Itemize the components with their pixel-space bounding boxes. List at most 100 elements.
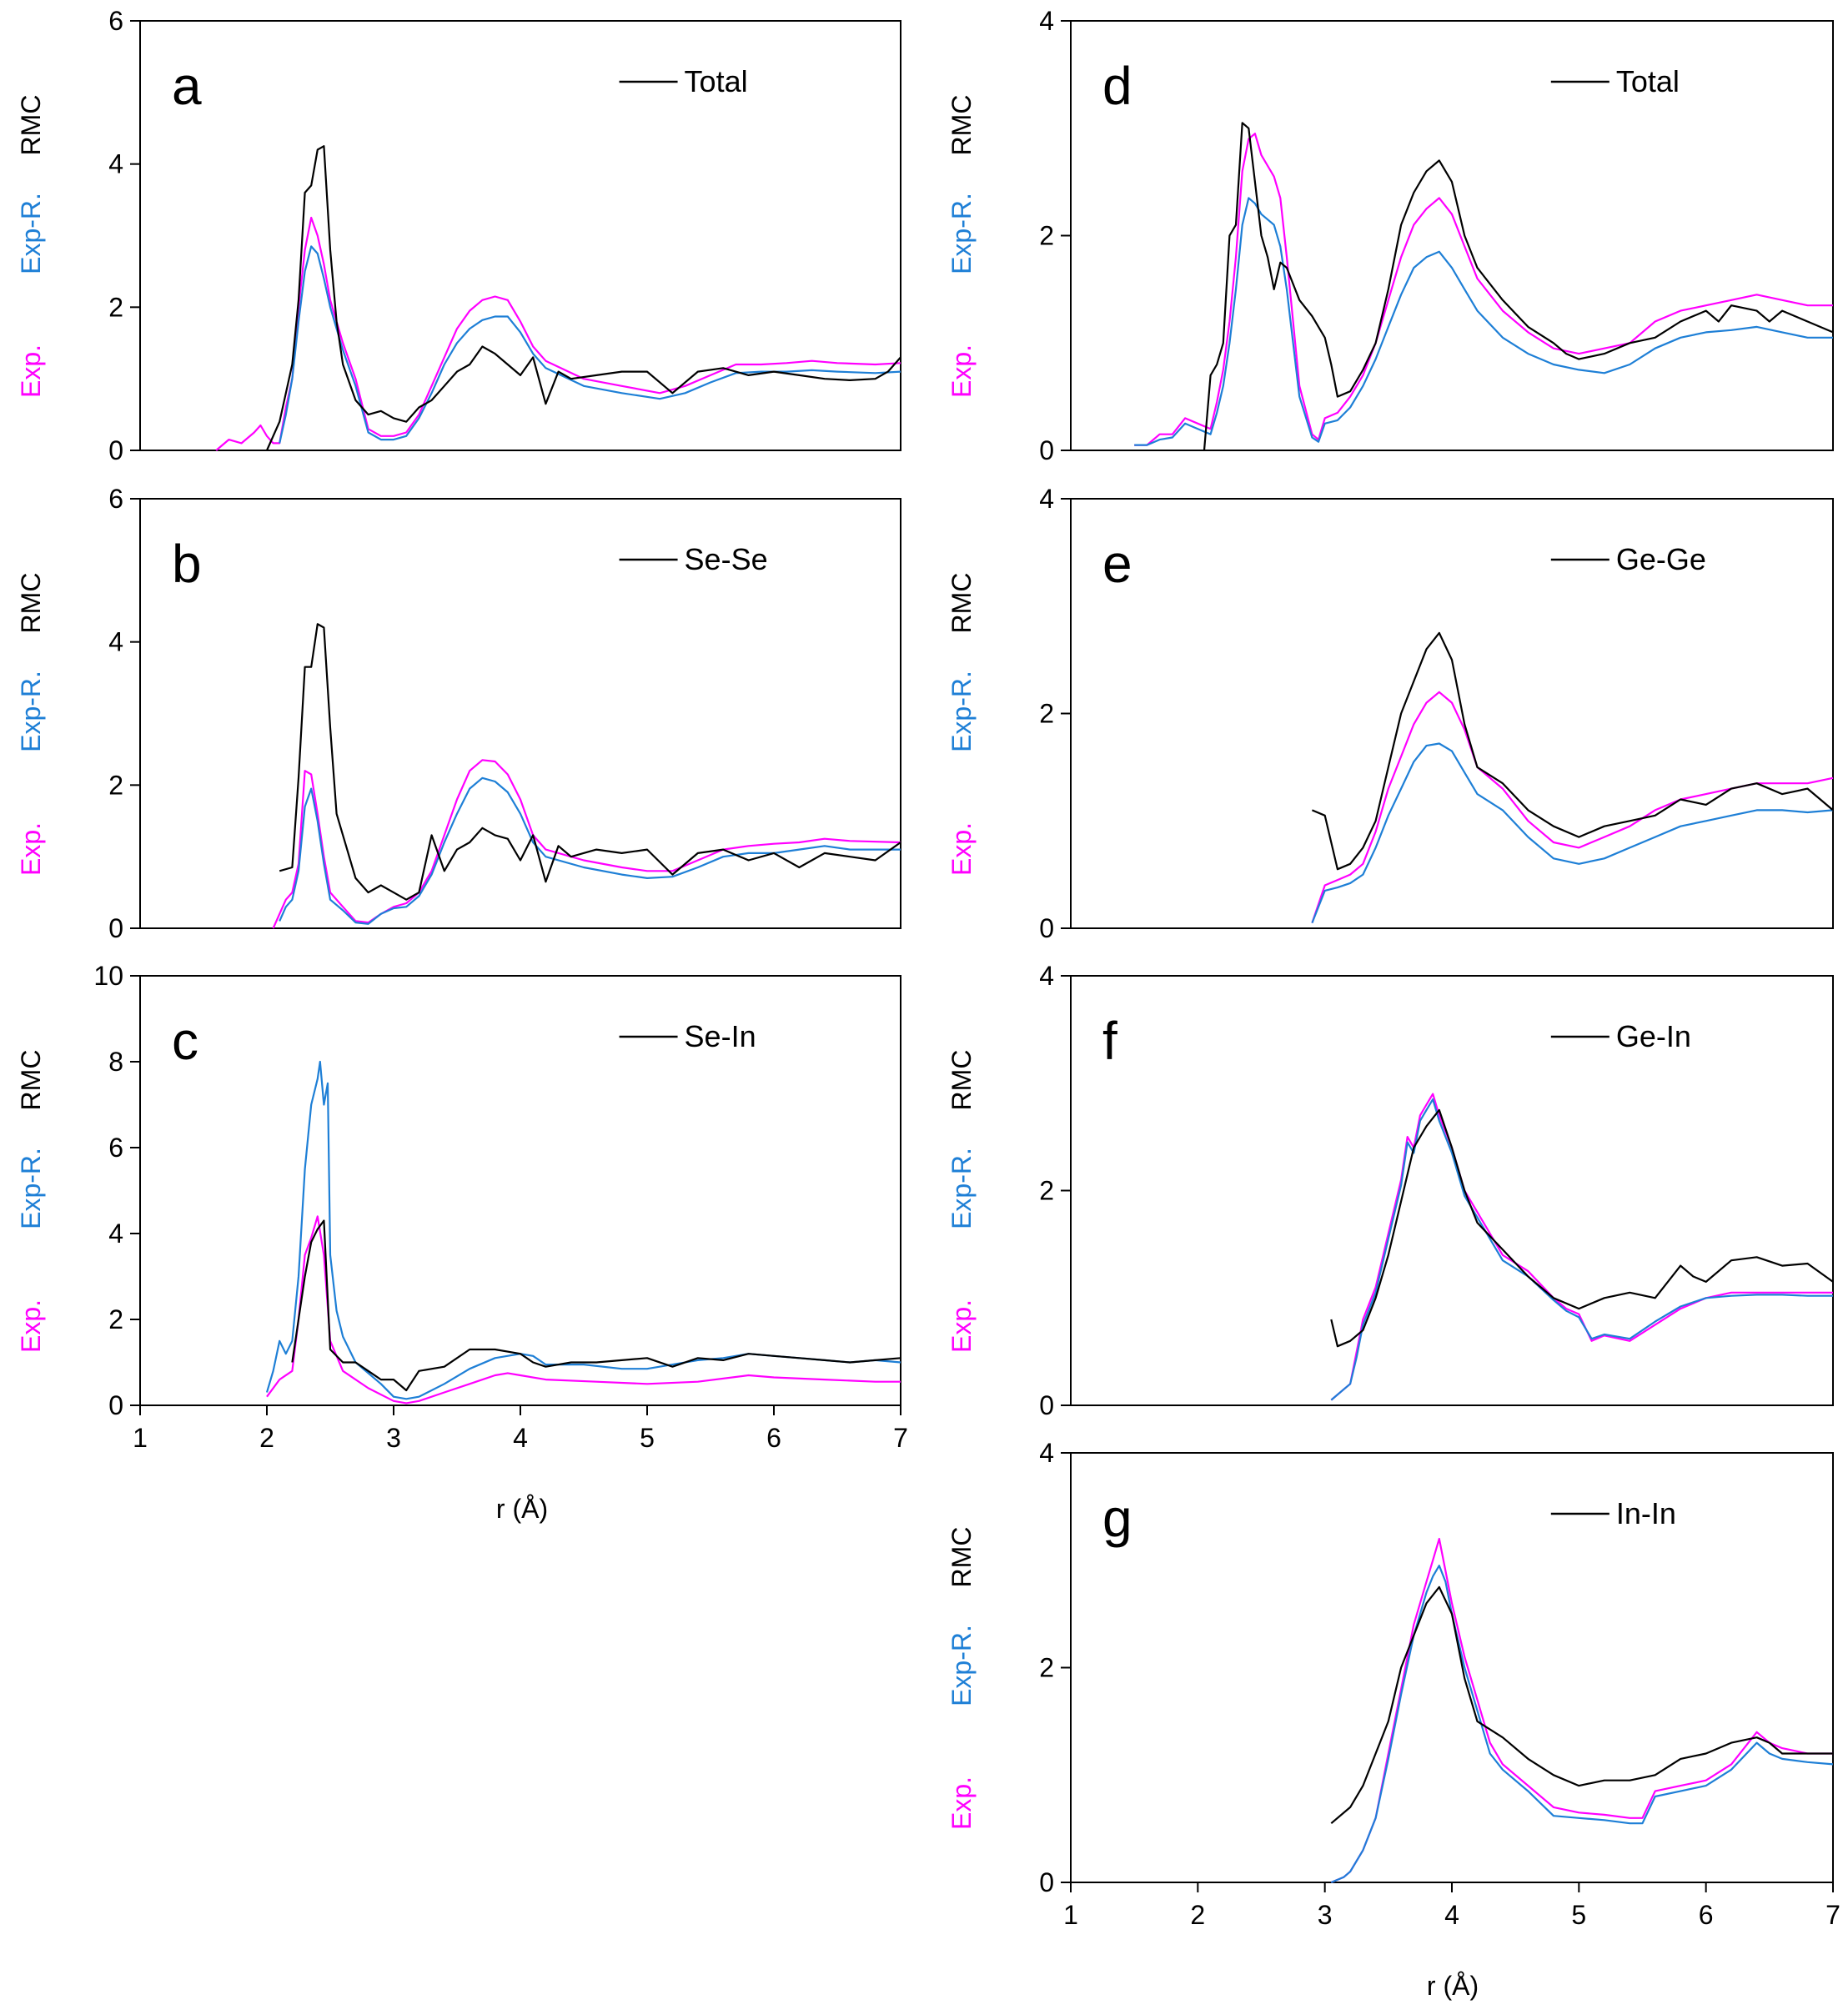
y-axis-label-exp-r: Exp-R. (947, 193, 977, 274)
series-line-exp-e (1311, 691, 1834, 923)
series-line-exp-a (215, 216, 901, 451)
y-axis-label-exp-r: Exp-R. (947, 671, 977, 752)
x-tick-label: 3 (1318, 1900, 1333, 1930)
y-axis-label-rmc: RMC (16, 573, 46, 634)
y-tick-label: 2 (108, 292, 123, 322)
x-tick-label: 7 (1825, 1900, 1840, 1930)
y-tick-label: 0 (108, 1390, 123, 1420)
y-axis-label-exp-r: Exp-R. (947, 1148, 977, 1229)
panel-letter: a (172, 56, 202, 116)
y-tick-label: 4 (1039, 484, 1054, 514)
panel-letter: g (1102, 1488, 1132, 1548)
series-line-exp-g (1330, 1537, 1833, 1884)
series-line-rmc-f (1330, 1108, 1834, 1348)
x-tick-label: 2 (259, 1423, 274, 1453)
y-axis-label-exp: Exp. (947, 1299, 977, 1353)
series-line-rmc-c (291, 1219, 901, 1392)
series-line-exp_r-d (1134, 197, 1833, 446)
legend-label: In-In (1616, 1496, 1676, 1530)
series-line-exp_r-b (279, 776, 901, 925)
y-axis-label-rmc: RMC (947, 95, 977, 156)
y-tick-label: 6 (108, 6, 123, 36)
panel-letter: b (172, 534, 202, 594)
y-tick-label: 0 (108, 913, 123, 943)
panel-e: 0 2 4 e Ge-Ge RMC Exp-R. Exp. (947, 484, 1834, 943)
y-axis-label-exp: Exp. (947, 344, 977, 398)
panel-letter: e (1102, 534, 1132, 594)
y-axis-label-rmc: RMC (16, 95, 46, 156)
y-axis-label-exp-r: Exp-R. (16, 1148, 46, 1229)
plot-frame-d (1070, 20, 1834, 451)
y-tick-label: 2 (108, 1304, 123, 1334)
y-axis-label-exp-r: Exp-R. (16, 193, 46, 274)
y-axis-label-exp: Exp. (947, 822, 977, 876)
series-line-exp_r-g (1330, 1565, 1834, 1884)
y-axis-label-rmc: RMC (947, 1050, 977, 1111)
x-tick-label: 4 (1444, 1900, 1459, 1930)
legend-label: Ge-Ge (1616, 542, 1706, 576)
series-line-rmc-b (279, 623, 901, 901)
x-tick-label: 6 (766, 1423, 781, 1453)
y-axis-label-exp-r: Exp-R. (16, 671, 46, 752)
panel-d: 0 2 4 d Total RMC Exp-R. Exp. (947, 6, 1834, 465)
y-axis-label-exp-r: Exp-R. (947, 1625, 977, 1706)
series-line-exp-b (272, 759, 901, 929)
plot-frame-b (139, 498, 901, 929)
plot-frame-c (139, 975, 901, 1406)
series-line-exp_r-f (1330, 1098, 1833, 1401)
series-line-exp-c (266, 1215, 901, 1404)
series-line-exp-d (1134, 133, 1833, 446)
plot-frame-a (139, 20, 901, 451)
y-tick-label: 4 (108, 1219, 123, 1249)
y-tick-label: 4 (108, 149, 123, 179)
y-axis-label-rmc: RMC (16, 1050, 46, 1111)
y-tick-label: 0 (1039, 435, 1054, 465)
y-axis-label-exp: Exp. (947, 1776, 977, 1830)
panel-letter: d (1102, 56, 1132, 116)
y-axis-label-rmc: RMC (947, 1527, 977, 1588)
y-tick-label: 10 (93, 961, 123, 991)
series-line-rmc-e (1311, 631, 1834, 871)
series-line-exp_r-e (1311, 742, 1834, 924)
y-tick-label: 2 (1039, 699, 1054, 729)
y-tick-label: 6 (108, 1133, 123, 1163)
plot-frame-g (1070, 1452, 1834, 1883)
y-tick-label: 4 (1039, 6, 1054, 36)
legend-label: Se-In (685, 1019, 756, 1053)
x-axis-label-right: r (Å) (1427, 1971, 1479, 2001)
plot-frame-e (1070, 498, 1834, 929)
x-tick-label: 5 (640, 1423, 655, 1453)
y-axis-label-rmc: RMC (947, 573, 977, 634)
x-tick-label: 7 (893, 1423, 908, 1453)
panel-f: 0 2 4 f Ge-In RMC Exp-R. Exp. (947, 961, 1834, 1420)
series-line-exp_r-c (265, 1060, 901, 1400)
series-line-exp-f (1330, 1093, 1833, 1401)
x-tick-label: 6 (1699, 1900, 1714, 1930)
series-line-rmc-g (1330, 1585, 1833, 1825)
y-tick-label: 0 (108, 435, 123, 465)
series-line-rmc-d (1203, 122, 1834, 451)
y-axis-label-exp: Exp. (16, 1299, 46, 1353)
x-tick-label: 5 (1571, 1900, 1586, 1930)
y-tick-label: 0 (1039, 913, 1054, 943)
y-axis-label-exp: Exp. (16, 344, 46, 398)
panel-letter: f (1102, 1011, 1117, 1071)
panel-letter: c (172, 1011, 198, 1071)
series-line-rmc-a (265, 145, 901, 451)
panel-g: 0 2 4 1 2 3 4 5 6 7 g In-In RMC Exp-R. Exp. (947, 1438, 1840, 1930)
x-tick-label: 2 (1190, 1900, 1205, 1930)
y-tick-label: 2 (1039, 1653, 1054, 1683)
x-tick-label: 4 (513, 1423, 528, 1453)
legend-label: Total (685, 64, 748, 98)
series-line-exp_r-a (279, 245, 901, 444)
x-tick-label: 1 (1063, 1900, 1078, 1930)
y-tick-label: 4 (108, 627, 123, 657)
y-tick-label: 4 (1039, 1438, 1054, 1468)
y-tick-label: 4 (1039, 961, 1054, 991)
y-tick-label: 0 (1039, 1390, 1054, 1420)
y-axis-label-exp: Exp. (16, 822, 46, 876)
y-tick-label: 2 (108, 770, 123, 800)
y-tick-label: 2 (1039, 1176, 1054, 1206)
x-axis-label-left: r (Å) (496, 1494, 548, 1524)
